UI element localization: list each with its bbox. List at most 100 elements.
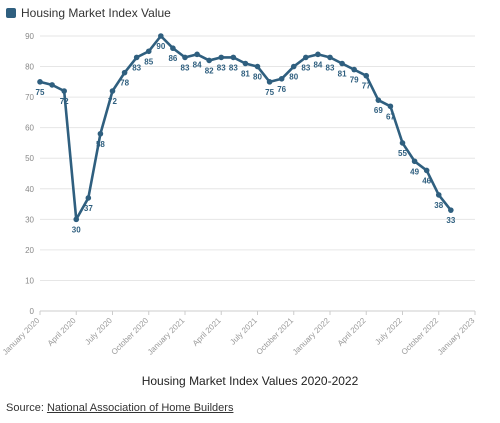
data-point[interactable]	[61, 88, 67, 94]
x-tick-label: July 2020	[83, 316, 114, 347]
data-label: 83	[217, 63, 226, 72]
data-point[interactable]	[49, 82, 55, 88]
data-label: 46	[422, 176, 431, 185]
data-label: 84	[193, 60, 202, 69]
y-tick-label: 20	[25, 246, 34, 255]
data-label: 78	[120, 79, 129, 88]
data-point[interactable]	[351, 66, 357, 73]
x-tick-label: January 2021	[146, 316, 187, 357]
data-point[interactable]	[218, 54, 225, 61]
data-label: 30	[72, 225, 81, 234]
data-point[interactable]	[145, 48, 152, 55]
y-tick-label: 30	[25, 215, 34, 224]
data-label: 38	[434, 201, 443, 210]
data-label: 80	[253, 73, 262, 82]
y-tick-label: 70	[25, 93, 34, 102]
x-tick-label: April 2022	[336, 316, 368, 348]
data-point[interactable]	[327, 54, 333, 61]
data-point[interactable]	[242, 60, 249, 67]
data-label: 55	[398, 149, 407, 158]
data-label: 75	[265, 88, 274, 97]
data-label: 81	[241, 70, 250, 79]
data-points[interactable]	[37, 33, 454, 223]
y-tick-label: 50	[25, 154, 34, 163]
data-label: 77	[362, 82, 371, 91]
data-label: 83	[229, 63, 238, 72]
data-point[interactable]	[448, 207, 454, 213]
data-point[interactable]	[109, 88, 116, 94]
data-point[interactable]	[375, 97, 382, 103]
y-tick-label: 80	[25, 63, 34, 72]
data-label: 83	[181, 63, 190, 72]
legend-swatch	[6, 8, 16, 18]
x-tick-label: October 2021	[255, 316, 296, 357]
y-tick-label: 60	[25, 124, 34, 133]
source-line: Source: National Association of Home Bui…	[6, 402, 233, 414]
x-tick-label: October 2020	[110, 316, 151, 357]
data-point[interactable]	[158, 33, 164, 39]
x-tick-label: January 2022	[291, 316, 332, 357]
data-point[interactable]	[85, 195, 92, 201]
data-label: 85	[144, 57, 153, 66]
data-label: 67	[386, 112, 395, 121]
data-point[interactable]	[206, 57, 212, 64]
data-label: 83	[301, 63, 310, 72]
data-point[interactable]	[97, 130, 104, 137]
data-label: 82	[205, 66, 214, 75]
data-point[interactable]	[254, 63, 261, 70]
x-tick-label: April 2020	[46, 316, 78, 348]
data-label: 79	[350, 76, 359, 85]
data-label: 81	[338, 70, 347, 79]
data-point[interactable]	[182, 54, 188, 61]
data-label: 76	[277, 85, 286, 94]
data-point[interactable]	[435, 192, 442, 198]
data-point[interactable]	[266, 79, 273, 85]
data-label: 83	[326, 63, 335, 72]
data-point[interactable]	[278, 75, 285, 82]
data-point[interactable]	[303, 54, 309, 61]
data-label: 83	[132, 63, 141, 72]
data-label: 75	[36, 88, 45, 97]
data-point[interactable]	[121, 69, 128, 76]
data-label: 69	[374, 106, 383, 115]
data-label: 33	[446, 216, 455, 225]
data-point[interactable]	[363, 72, 370, 79]
source-prefix: Source:	[6, 402, 47, 414]
data-label: 58	[96, 140, 105, 149]
x-tick-label: July 2022	[373, 316, 404, 347]
y-tick-label: 90	[25, 32, 34, 41]
data-point[interactable]	[399, 140, 406, 146]
x-tick-label: April 2021	[191, 316, 223, 348]
data-point[interactable]	[411, 158, 418, 165]
y-tick-label: 0	[30, 307, 35, 316]
data-label: 72	[60, 97, 69, 106]
data-point[interactable]	[339, 60, 345, 67]
data-point[interactable]	[387, 103, 394, 110]
source-link[interactable]: National Association of Home Builders	[46, 402, 234, 414]
x-tick-label: January 2020	[1, 316, 42, 357]
data-point[interactable]	[423, 167, 430, 174]
data-label: 80	[289, 73, 298, 82]
data-point[interactable]	[73, 216, 80, 223]
y-tick-label: 10	[25, 276, 34, 285]
data-point[interactable]	[194, 51, 200, 58]
data-point[interactable]	[315, 51, 321, 58]
data-label: 72	[108, 97, 117, 106]
chart-caption: Housing Market Index Values 2020-2022	[141, 374, 359, 388]
data-point[interactable]	[230, 54, 237, 61]
data-point[interactable]	[170, 45, 176, 52]
data-point[interactable]	[37, 79, 43, 85]
data-label: 86	[168, 54, 177, 63]
data-label: 49	[410, 167, 419, 176]
data-point[interactable]	[290, 63, 297, 70]
data-point[interactable]	[133, 54, 140, 61]
chart-legend[interactable]: Housing Market Index Value	[6, 6, 171, 20]
data-label: 84	[313, 60, 322, 69]
x-tick-label: January 2023	[436, 316, 477, 357]
legend-label: Housing Market Index Value	[21, 6, 171, 20]
x-tick-label: October 2022	[400, 316, 441, 357]
y-tick-label: 40	[25, 185, 34, 194]
data-label: 37	[84, 204, 93, 213]
y-axis: 0 10 20 30 40 50 60 70 80 90	[25, 32, 34, 316]
